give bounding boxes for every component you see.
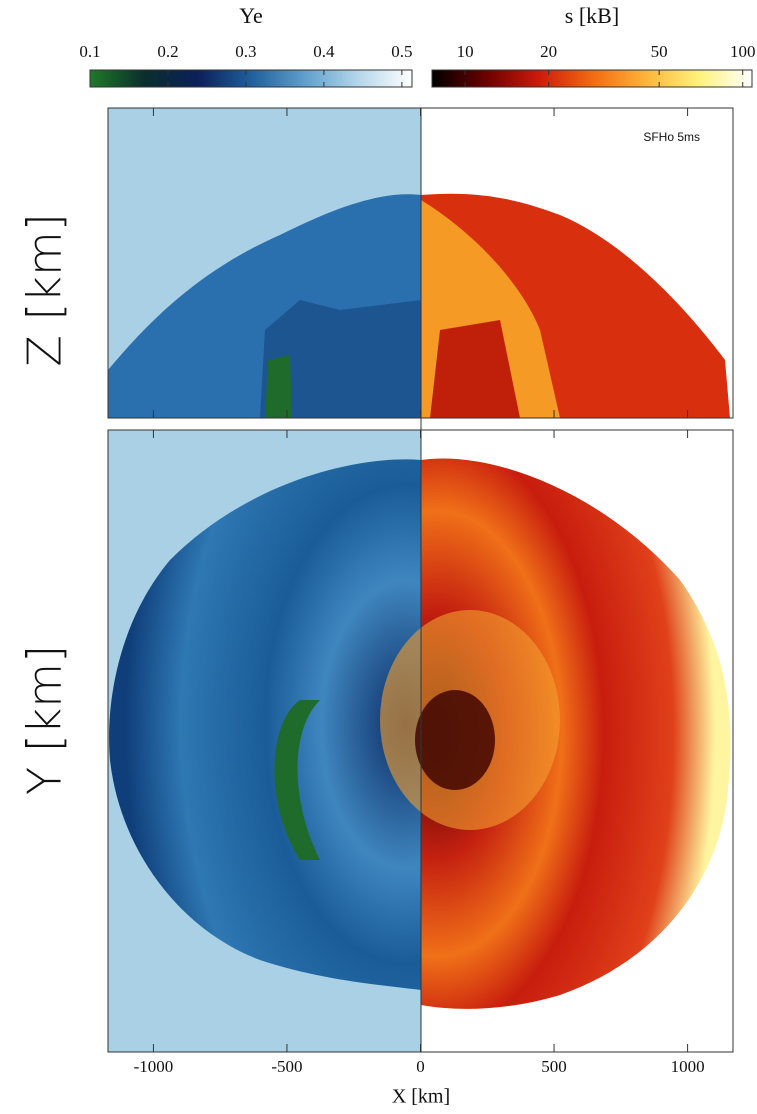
figure: SFHo 5ms Z [km] Y [km] X [km] -1000 -500 0… [0,0,757,1114]
y-axis-label-top: Z [km] [18,213,72,366]
x-tick-label: 0 [416,1057,425,1076]
x-tick-label: 1000 [671,1057,705,1076]
colorbar-tick-label: 0.4 [313,42,335,61]
colorbar [432,70,752,87]
y-axis-label-bottom: Y [km] [18,645,72,795]
colorbar-tick-label: 0.5 [391,42,412,61]
colorbar-label: s [kB] [565,3,619,28]
colorbar [90,70,412,87]
colorbar-tick-label: 0.3 [235,42,256,61]
colorbar-tick-label: 20 [540,42,557,61]
annotation: SFHo 5ms [643,130,700,144]
colorbar-tick-label: 100 [730,42,756,61]
colorbar-tick-label: 50 [651,42,668,61]
colorbar-tick-label: 0.1 [79,42,100,61]
x-tick-label: -1000 [134,1057,174,1076]
x-axis-label: X [km] [392,1086,450,1108]
x-tick-label: -500 [271,1057,302,1076]
colorbar-label: Ye [239,3,262,28]
colorbar-tick-label: 0.2 [157,42,178,61]
x-tick-label: 500 [541,1057,567,1076]
colorbar-tick-label: 10 [457,42,474,61]
